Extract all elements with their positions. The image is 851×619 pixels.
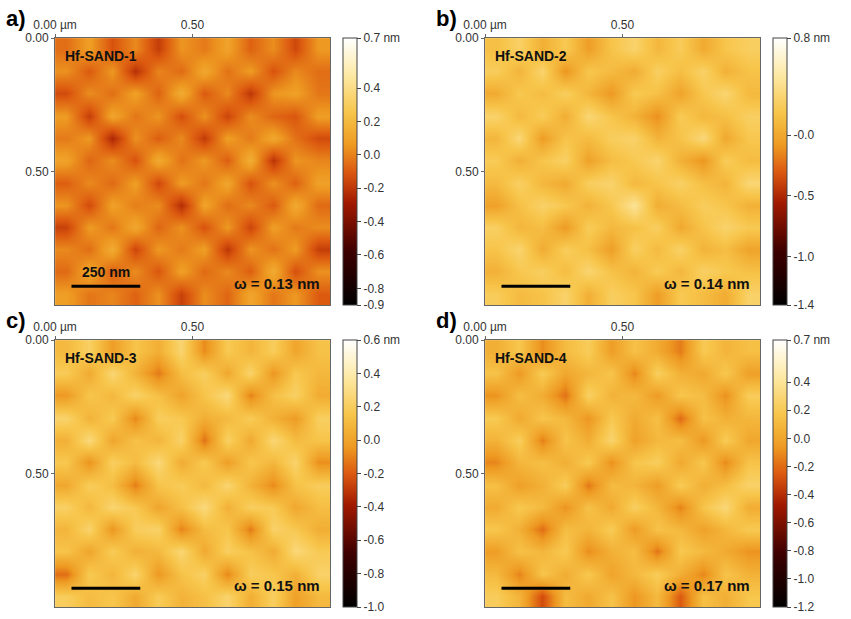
svg-text:0.2: 0.2 (793, 403, 810, 417)
svg-text:Hf-SAND-4: Hf-SAND-4 (495, 350, 567, 366)
svg-text:0.4: 0.4 (363, 367, 380, 381)
svg-text:0.50: 0.50 (181, 18, 205, 32)
svg-text:-0.4: -0.4 (793, 488, 814, 502)
svg-text:ω = 0.17 nm: ω = 0.17 nm (664, 577, 750, 594)
svg-text:a): a) (6, 6, 26, 31)
svg-text:-0.6: -0.6 (363, 248, 384, 262)
svg-text:0.7 nm: 0.7 nm (363, 31, 400, 45)
svg-text:d): d) (436, 308, 457, 333)
svg-text:0.2: 0.2 (363, 115, 380, 129)
svg-text:-1.0: -1.0 (363, 600, 384, 614)
svg-text:0.50: 0.50 (25, 467, 49, 481)
svg-text:0.7 nm: 0.7 nm (793, 333, 830, 347)
svg-text:0.4: 0.4 (363, 81, 380, 95)
svg-text:0.00: 0.00 (25, 31, 49, 45)
svg-text:ω = 0.15 nm: ω = 0.15 nm (234, 577, 320, 594)
svg-text:0.00: 0.00 (455, 333, 479, 347)
svg-text:ω = 0.13 nm: ω = 0.13 nm (234, 275, 320, 292)
svg-text:0.2: 0.2 (363, 400, 380, 414)
svg-text:-0.2: -0.2 (363, 467, 384, 481)
svg-text:0.00: 0.00 (455, 31, 479, 45)
svg-text:0.0: 0.0 (363, 148, 380, 162)
svg-text:Hf-SAND-3: Hf-SAND-3 (65, 350, 137, 366)
svg-text:-1.2: -1.2 (793, 600, 814, 614)
svg-text:-0.4: -0.4 (363, 500, 384, 514)
svg-text:0.50: 0.50 (455, 165, 479, 179)
svg-text:-1.4: -1.4 (793, 298, 814, 312)
svg-text:0.50: 0.50 (25, 165, 49, 179)
svg-text:0.00 µm: 0.00 µm (33, 320, 77, 334)
svg-text:-0.0: -0.0 (793, 128, 814, 142)
svg-text:-0.8: -0.8 (793, 544, 814, 558)
svg-text:ω = 0.14 nm: ω = 0.14 nm (664, 275, 750, 292)
svg-text:0.00 µm: 0.00 µm (463, 320, 507, 334)
svg-text:0.50: 0.50 (611, 18, 635, 32)
svg-text:0.50: 0.50 (455, 467, 479, 481)
svg-text:Hf-SAND-2: Hf-SAND-2 (495, 48, 567, 64)
svg-text:-0.6: -0.6 (793, 516, 814, 530)
svg-text:0.0: 0.0 (793, 432, 810, 446)
svg-text:0.8 nm: 0.8 nm (793, 31, 830, 45)
svg-text:-0.4: -0.4 (363, 215, 384, 229)
svg-text:-0.5: -0.5 (793, 189, 814, 203)
svg-text:250 nm: 250 nm (82, 264, 130, 280)
svg-text:-1.0: -1.0 (793, 572, 814, 586)
svg-text:0.50: 0.50 (181, 320, 205, 334)
svg-text:0.0: 0.0 (363, 433, 380, 447)
svg-text:0.4: 0.4 (793, 375, 810, 389)
svg-text:-0.6: -0.6 (363, 533, 384, 547)
svg-text:-1.0: -1.0 (793, 250, 814, 264)
svg-text:-0.9: -0.9 (363, 298, 384, 312)
svg-text:0.00: 0.00 (25, 333, 49, 347)
svg-text:-0.2: -0.2 (363, 181, 384, 195)
svg-text:0.50: 0.50 (611, 320, 635, 334)
svg-text:-0.8: -0.8 (363, 282, 384, 296)
svg-text:Hf-SAND-1: Hf-SAND-1 (65, 48, 137, 64)
svg-text:0.00 µm: 0.00 µm (33, 18, 77, 32)
svg-text:0.6 nm: 0.6 nm (363, 333, 400, 347)
svg-text:-0.2: -0.2 (793, 460, 814, 474)
svg-text:b): b) (436, 6, 457, 31)
svg-text:-0.8: -0.8 (363, 567, 384, 581)
svg-text:0.00 µm: 0.00 µm (463, 18, 507, 32)
svg-text:c): c) (6, 308, 26, 333)
